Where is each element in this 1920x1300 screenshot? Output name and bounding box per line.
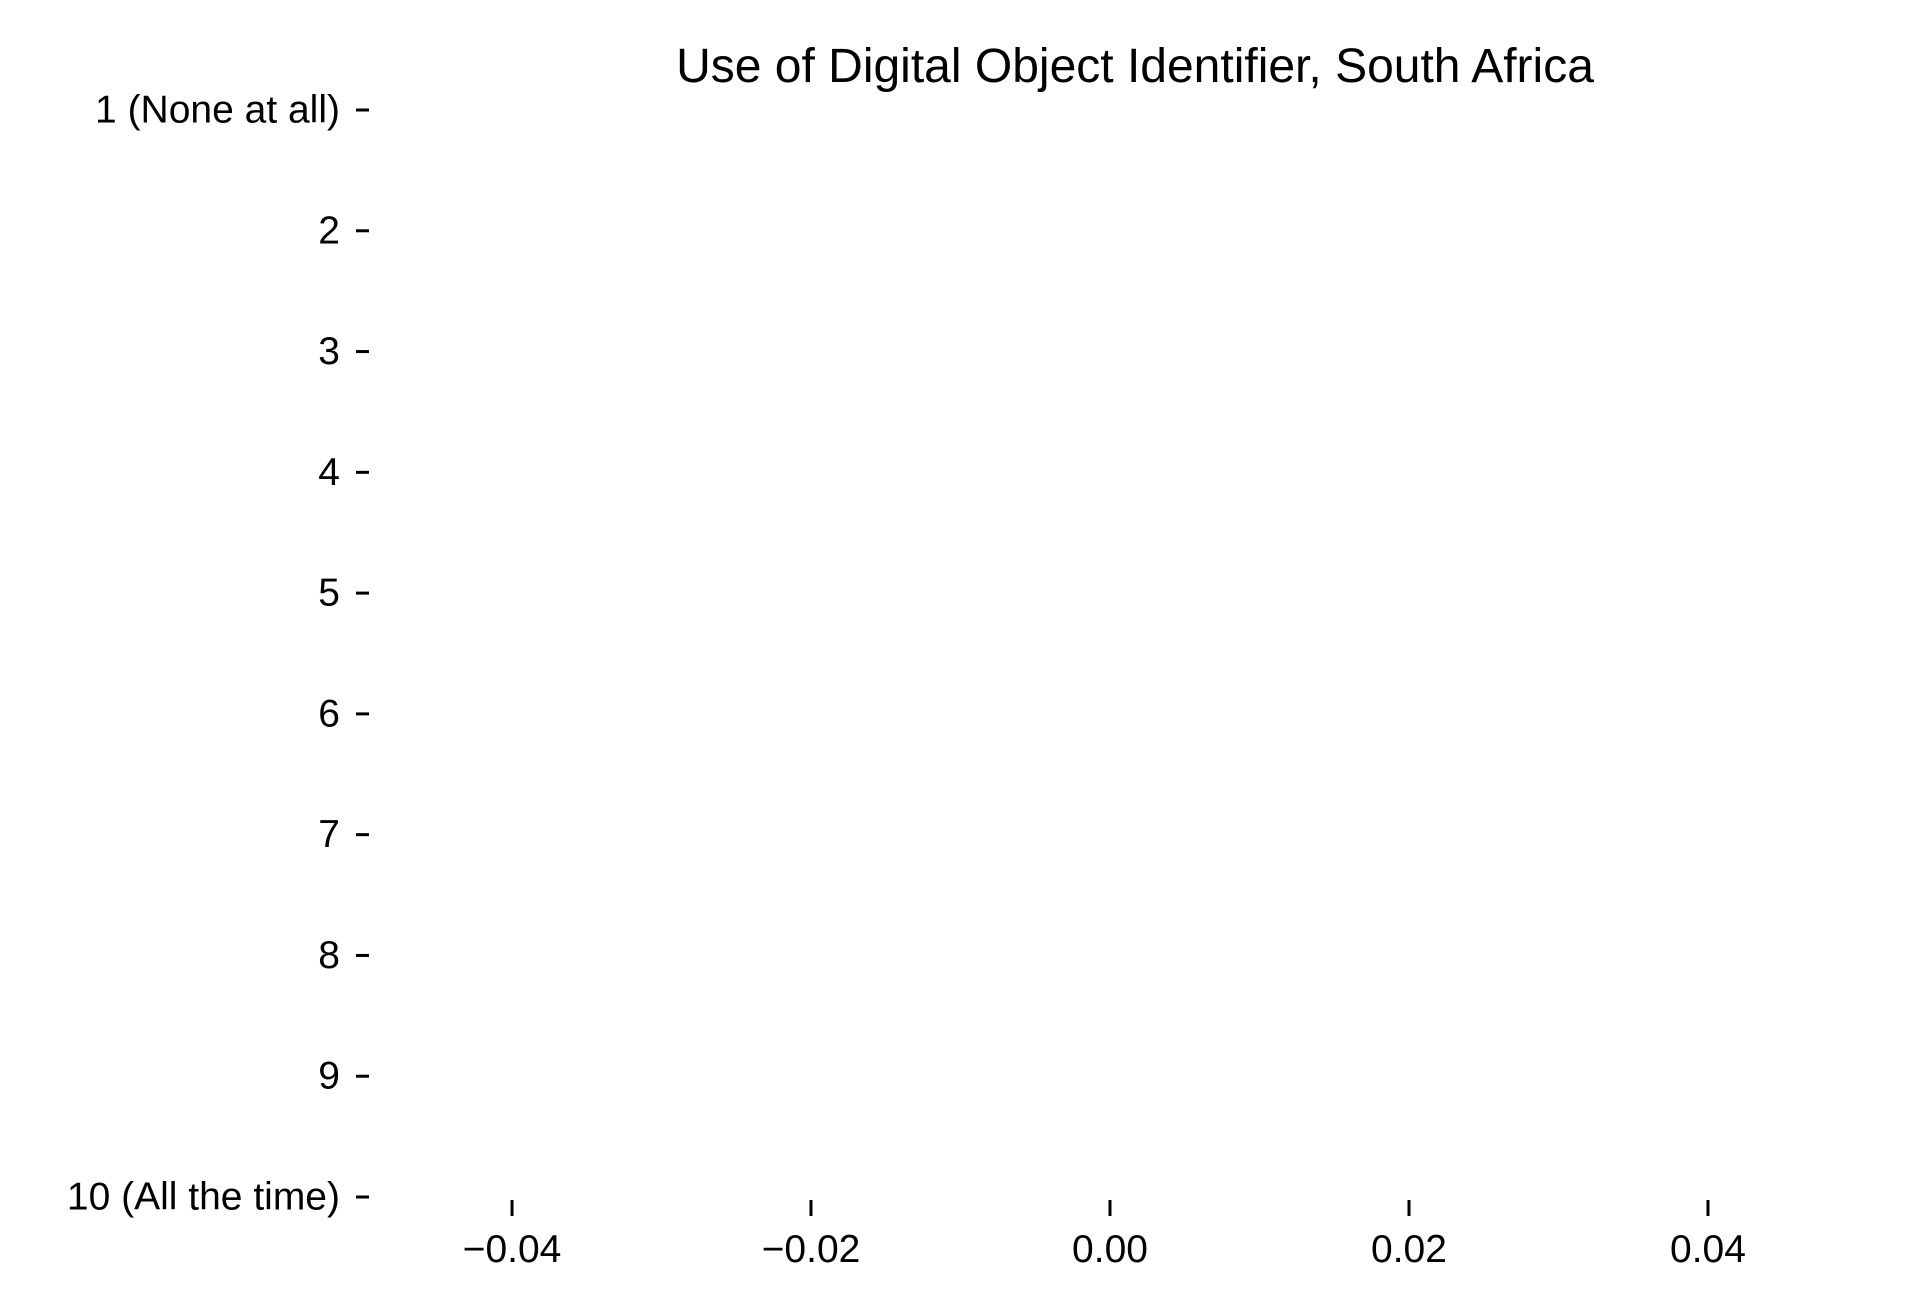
x-tick-label: 0.00: [1072, 1228, 1148, 1271]
y-tick-label: 7: [318, 813, 340, 856]
x-tick-label: 0.04: [1670, 1228, 1746, 1271]
y-tick-label: 9: [318, 1055, 340, 1098]
x-tick-label: 0.02: [1371, 1228, 1447, 1271]
y-tick-label: 5: [318, 572, 340, 615]
x-axis: −0.04 −0.02 0.00 0.02 0.04: [463, 1200, 1746, 1271]
y-tick-label: 4: [318, 451, 340, 494]
x-tick-label: −0.04: [463, 1228, 562, 1271]
y-tick-label: 10 (All the time): [67, 1176, 340, 1219]
chart-title: Use of Digital Object Identifier, South …: [676, 40, 1594, 93]
y-tick-label: 3: [318, 330, 340, 373]
y-tick-label: 1 (None at all): [95, 89, 340, 132]
y-tick-label: 6: [318, 692, 340, 735]
y-tick-label: 8: [318, 934, 340, 977]
y-axis: 1 (None at all) 2 3 4 5 6 7 8 9 10 (All the time): [67, 89, 369, 1219]
x-tick-label: −0.02: [762, 1228, 861, 1271]
y-tick-label: 2: [318, 209, 340, 252]
